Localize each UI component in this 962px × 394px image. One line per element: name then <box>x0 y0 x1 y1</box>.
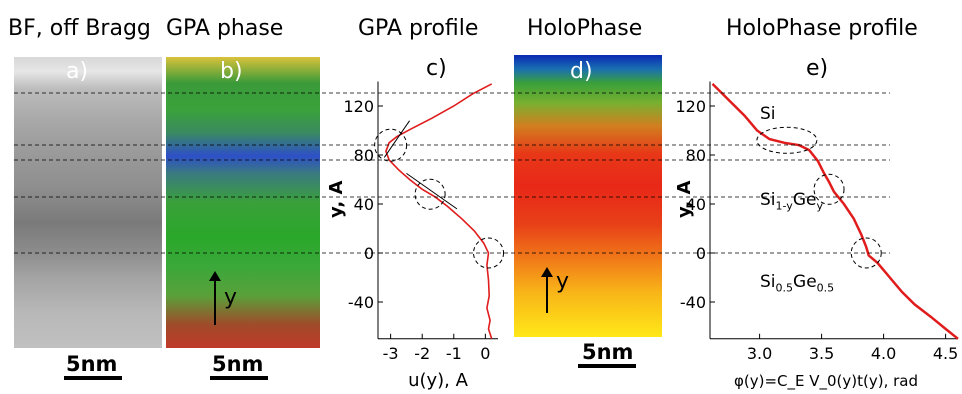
panel-label-b: b) <box>220 59 243 84</box>
y-tick-label: 120 <box>675 97 706 116</box>
scale-bar-a <box>64 376 122 380</box>
x-tick-label: -1 <box>446 344 462 363</box>
tangent-line <box>383 120 410 158</box>
y-tick-label: 0 <box>364 244 374 263</box>
y-tick-label: -40 <box>680 293 706 312</box>
panel-label-e: e) <box>806 56 829 81</box>
title-holophase-profile: HoloPhase profile <box>726 16 918 41</box>
panel-label-a: a) <box>66 59 89 84</box>
x-tick-label: 0 <box>480 344 490 363</box>
y-tick-label: 80 <box>354 146 374 165</box>
highlight-circle <box>850 237 882 269</box>
arrow-up-icon <box>214 279 216 325</box>
bf-image: a) <box>14 57 162 348</box>
tangent-line <box>406 172 458 210</box>
y-tick-label: 40 <box>354 195 374 214</box>
title-gpa-phase: GPA phase <box>166 16 284 41</box>
x-tick-label: 3.0 <box>747 344 772 363</box>
y-tick-label: 120 <box>343 97 374 116</box>
highlight-circle <box>473 237 505 269</box>
layer-label-si1y-gey: Si1-yGey <box>760 190 823 213</box>
highlight-ellipse <box>756 126 818 154</box>
x-tick-label: 3.5 <box>809 344 834 363</box>
y-tick-label: 0 <box>696 244 706 263</box>
series-line <box>711 83 959 340</box>
layer-label-si05-ge05: Si0.5Ge0.5 <box>760 272 835 295</box>
scale-label-b: 5nm <box>212 352 264 376</box>
title-gpa-profile: GPA profile <box>358 16 479 41</box>
x-tick-label: 4.0 <box>871 344 896 363</box>
x-tick-label: -3 <box>383 344 399 363</box>
scale-label-a: 5nm <box>66 352 118 376</box>
holophase-map: d) y <box>514 55 662 337</box>
highlight-circle <box>813 173 845 205</box>
arrow-head-icon <box>541 267 553 277</box>
gpa-phase-map: b) y <box>166 57 320 348</box>
x-tick-label: -2 <box>414 344 430 363</box>
scale-bar-b <box>210 376 268 380</box>
title-holophase: HoloPhase <box>527 16 643 41</box>
panel-label-d: d) <box>570 59 593 84</box>
y-tick-label: 80 <box>686 146 706 165</box>
panel-label-c: c) <box>426 56 447 81</box>
x-axis-label: φ(y)=C_E V_0(y)t(y), rad <box>734 372 918 391</box>
series-line <box>385 83 493 340</box>
title-bf: BF, off Bragg <box>8 16 151 41</box>
y-axis-label: y, A <box>674 181 695 218</box>
highlight-circle <box>414 178 446 210</box>
arrow-up-icon <box>546 277 548 313</box>
scale-bar-d <box>578 364 636 368</box>
layer-label-si: Si <box>760 104 776 124</box>
scale-label-d: 5nm <box>582 340 634 364</box>
y-tick-label: 40 <box>686 195 706 214</box>
x-tick-label: 4.5 <box>933 344 958 363</box>
arrow-label-d: y <box>556 269 570 294</box>
y-tick-label: -40 <box>348 293 374 312</box>
x-axis-label: u(y), A <box>408 370 469 391</box>
y-axis-label: y, A <box>326 181 347 218</box>
arrow-head-icon <box>209 271 221 281</box>
arrow-label-b: y <box>224 285 238 310</box>
